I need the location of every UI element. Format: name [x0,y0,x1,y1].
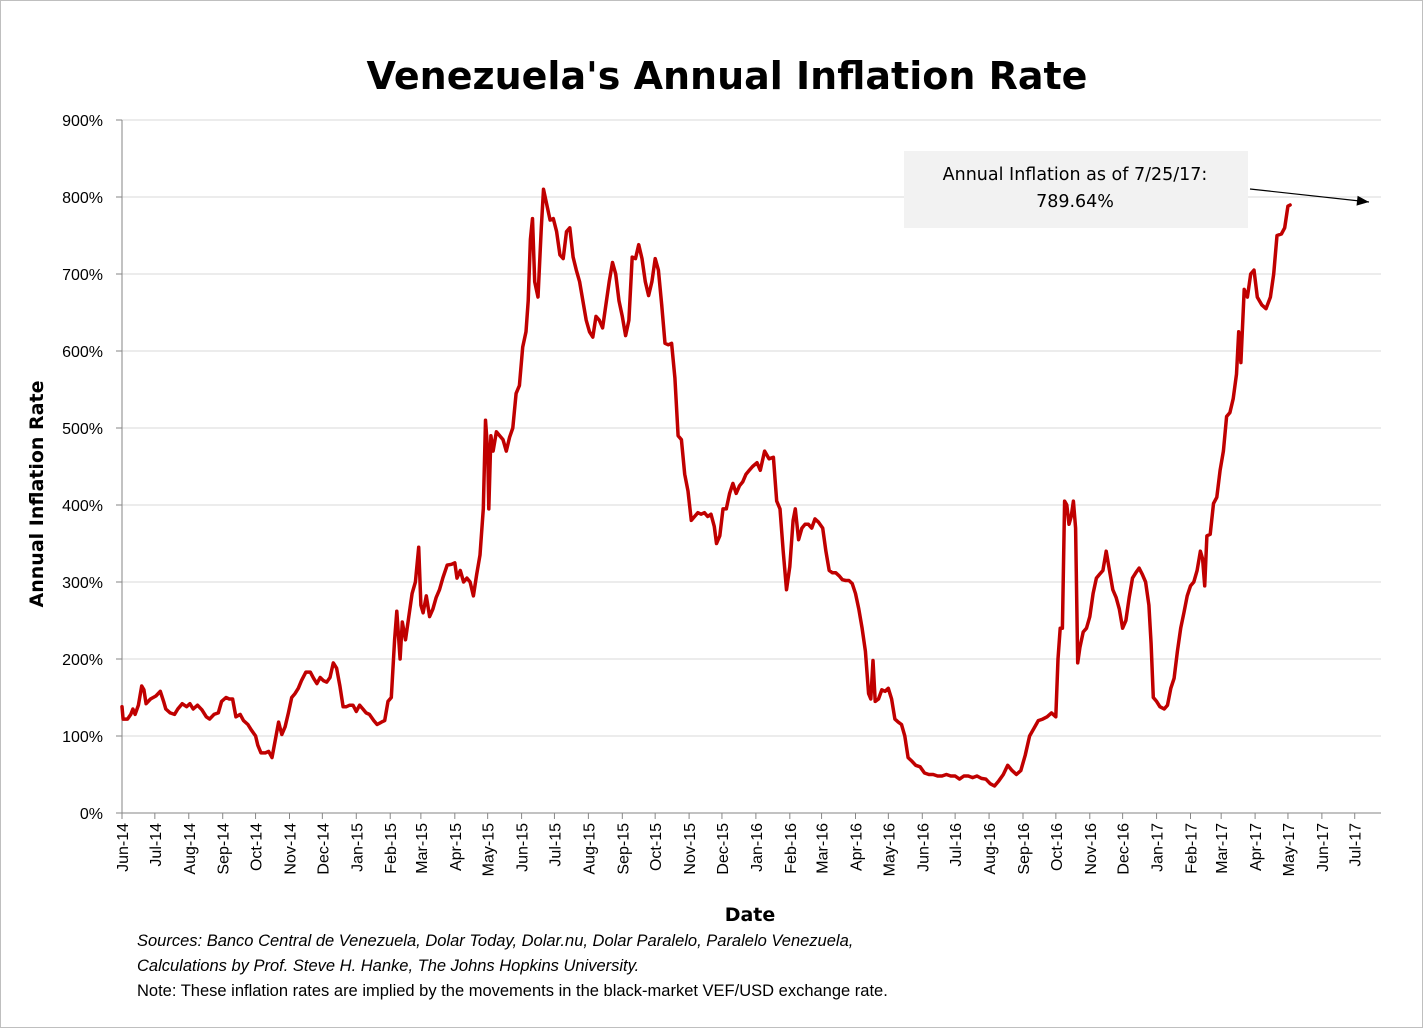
y-tick-label: 400% [62,498,103,515]
x-tick-label: Oct-16 [1049,823,1066,871]
y-tick-label: 900% [62,113,103,130]
x-tick-label: Jan-16 [749,823,766,872]
x-tick-label: Jun-14 [115,823,132,872]
x-tick-label: Jun-15 [515,823,532,872]
x-tick-label: Jul-16 [948,823,965,867]
x-tick-label: Apr-17 [1248,823,1265,871]
y-tick-label: 800% [62,190,103,207]
y-tick-label: 600% [62,344,103,361]
chart-title: Venezuela's Annual Inflation Rate [367,54,1088,98]
arrow-shaft [1249,188,1370,203]
x-tick-label: Oct-14 [249,823,266,871]
x-tick-label: Apr-16 [849,823,866,871]
y-tick-label: 0% [80,806,103,823]
sources-line1: Sources: Banco Central de Venezuela, Dol… [137,932,854,950]
annotation-box [904,151,1248,228]
series-group [120,187,1292,788]
x-tick-label: May-16 [881,823,898,876]
x-tick-label: Jul-17 [1348,823,1365,867]
x-tick-label: May-17 [1281,823,1298,876]
sources-line2: Calculations by Prof. Steve H. Hanke, Th… [137,957,640,975]
x-tick-label: Oct-15 [648,823,665,871]
x-tick-label: Dec-14 [315,823,332,875]
y-tick-label: 700% [62,267,103,284]
annotation-value: 789.64% [1036,192,1114,212]
x-tick-label: Nov-15 [682,823,699,875]
annotation-arrow [1249,188,1370,206]
x-tick-label: Aug-16 [982,823,999,875]
x-tick-label: Jan-17 [1150,823,1167,872]
annotation-callout: Annual Inflation as of 7/25/17: 789.64% [904,151,1370,228]
arrow-head [1356,195,1369,206]
x-tick-label: Feb-16 [783,823,800,874]
x-tick-label: Jul-15 [547,823,564,867]
x-tick-label: Jan-15 [349,823,366,872]
x-tick-label: Sep-14 [216,823,233,875]
x-tick-label: Jul-14 [148,823,165,867]
y-tick-label: 200% [62,652,103,669]
y-tick-label: 100% [62,729,103,746]
x-tick-label: May-15 [481,823,498,876]
x-tick-label: Dec-16 [1116,823,1133,875]
y-axis-title: Annual Inflation Rate [26,381,48,608]
x-axis-title: Date [725,904,776,926]
x-tick-label: Jun-17 [1315,823,1332,872]
x-tick-label: Sep-15 [615,823,632,875]
x-axis-tick-labels: Jun-14 Jul-14 Aug-14 Sep-14 Oct-14 Nov-14 Dec-… [115,813,1365,876]
x-tick-label: Mar-15 [414,823,431,874]
y-tick-label: 500% [62,421,103,438]
x-tick-label: Mar-16 [815,823,832,874]
x-tick-label: Sep-16 [1016,823,1033,875]
y-tick-label: 300% [62,575,103,592]
x-tick-label: Dec-15 [715,823,732,875]
inflation-series-line [120,187,1292,788]
x-tick-label: Mar-17 [1214,823,1231,874]
x-tick-label: Feb-15 [383,823,400,874]
x-tick-label: Nov-14 [283,823,300,875]
gridlines [122,119,1381,737]
x-tick-label: Nov-16 [1083,823,1100,875]
x-tick-label: Aug-14 [182,823,199,875]
x-tick-label: Feb-17 [1184,823,1201,874]
sources-note: Note: These inflation rates are implied … [137,982,888,1000]
x-tick-label: Apr-15 [448,823,465,871]
sources-block: Sources: Banco Central de Venezuela, Dol… [137,929,1407,1004]
y-axis-tick-labels: 0% 100% 200% 300% 400% 500% 600% 700% 800% 900% [62,113,122,823]
x-tick-label: Jun-16 [915,823,932,872]
x-tick-label: Aug-15 [581,823,598,875]
annotation-line1: Annual Inflation as of 7/25/17: [943,165,1208,185]
